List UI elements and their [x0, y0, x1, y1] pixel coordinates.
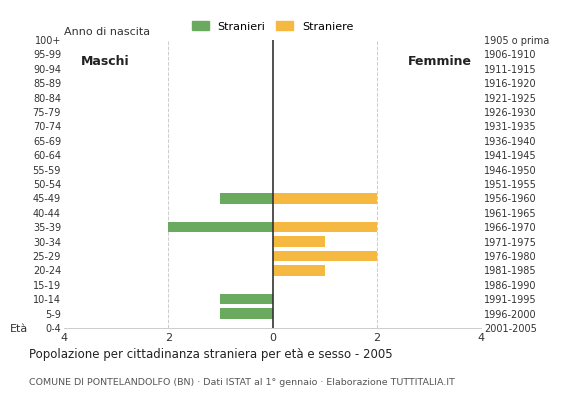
Bar: [220, 294, 273, 304]
Bar: [273, 222, 377, 232]
Text: Femmine: Femmine: [408, 55, 472, 68]
Bar: [273, 236, 325, 247]
Text: Anno di nascita: Anno di nascita: [64, 27, 150, 37]
Bar: [220, 308, 273, 319]
Bar: [168, 222, 273, 232]
Text: Popolazione per cittadinanza straniera per età e sesso - 2005: Popolazione per cittadinanza straniera p…: [29, 348, 393, 361]
Text: Maschi: Maschi: [81, 55, 130, 68]
Legend: Stranieri, Straniere: Stranieri, Straniere: [192, 21, 353, 32]
Bar: [273, 265, 325, 276]
Text: Età: Età: [9, 324, 28, 334]
Bar: [273, 193, 377, 204]
Text: COMUNE DI PONTELANDOLFO (BN) · Dati ISTAT al 1° gennaio · Elaborazione TUTTITALI: COMUNE DI PONTELANDOLFO (BN) · Dati ISTA…: [29, 378, 455, 387]
Bar: [273, 251, 377, 261]
Bar: [220, 193, 273, 204]
